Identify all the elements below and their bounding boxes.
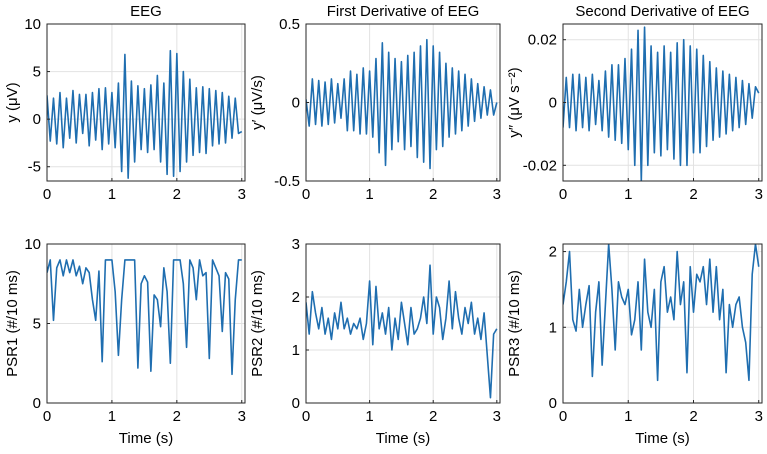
y-tick-label: 10 xyxy=(24,236,41,253)
panel-4: 0 1 2 3 0 5 10 Time (s) PSR1 (#/10 ms) xyxy=(4,236,246,447)
x-tick-label: 2 xyxy=(429,408,437,425)
y-tick-label: 0 xyxy=(33,111,41,128)
y-tick-label: -0.02 xyxy=(523,157,557,174)
axes-box xyxy=(305,243,501,404)
x-axis-label: Time (s) xyxy=(119,430,173,447)
x-tick-label: 3 xyxy=(493,408,501,425)
y-tick-label: 5 xyxy=(33,316,41,333)
y-tick-label: 10 xyxy=(24,16,41,33)
x-tick-label: 2 xyxy=(173,186,181,203)
x-tick-label: 1 xyxy=(365,408,373,425)
y-tick-label: 0.5 xyxy=(279,16,300,33)
chart-title: First Derivative of EEG xyxy=(327,3,480,20)
y-tick-label: 2 xyxy=(292,289,300,306)
x-tick-label: 2 xyxy=(429,186,437,203)
x-tick-label: 2 xyxy=(173,408,181,425)
series-line xyxy=(47,259,242,376)
y-axis-label: y′ (μV/s) xyxy=(249,75,266,130)
y-tick-label: 0 xyxy=(33,395,41,412)
x-tick-label: 2 xyxy=(689,408,697,425)
x-tick-label: 1 xyxy=(108,408,116,425)
x-tick-label: 1 xyxy=(624,408,632,425)
y-tick-label: 3 xyxy=(292,236,300,253)
y-axis-label: y″ (μV s⁻²) xyxy=(506,67,523,137)
x-tick-label: 3 xyxy=(755,408,763,425)
x-tick-label: 3 xyxy=(238,186,246,203)
x-tick-label: 1 xyxy=(365,186,373,203)
y-tick-label: 1 xyxy=(549,319,557,336)
y-tick-label: 0 xyxy=(292,95,300,112)
x-tick-label: 3 xyxy=(238,408,246,425)
x-tick-label: 0 xyxy=(43,186,51,203)
x-tick-label: 0 xyxy=(43,408,51,425)
panel-5: 0 1 2 3 0 1 2 3 Time (s) PSR2 (#/10 ms) xyxy=(249,236,501,447)
x-tick-label: 0 xyxy=(302,186,310,203)
y-axis-label: PSR2 (#/10 ms) xyxy=(249,270,266,377)
chart-title: EEG xyxy=(130,3,162,20)
series-line xyxy=(47,49,243,179)
chart-title: Second Derivative of EEG xyxy=(575,3,749,20)
y-axis-label: y (μV) xyxy=(4,82,21,122)
x-tick-label: 0 xyxy=(302,408,310,425)
y-tick-label: -5 xyxy=(28,159,41,176)
x-axis-label: Time (s) xyxy=(635,430,689,447)
x-tick-label: 2 xyxy=(689,186,697,203)
y-tick-label: 0 xyxy=(549,395,557,412)
series-line xyxy=(306,38,498,170)
x-axis-label: Time (s) xyxy=(376,430,430,447)
x-tick-label: 3 xyxy=(755,186,763,203)
y-tick-label: -0.5 xyxy=(274,173,300,190)
series-line xyxy=(306,264,498,399)
series-line xyxy=(563,244,760,382)
y-tick-label: 0 xyxy=(292,395,300,412)
y-axis-label: PSR3 (#/10 ms) xyxy=(506,270,523,377)
y-tick-label: 0.02 xyxy=(528,32,557,49)
x-tick-label: 1 xyxy=(108,186,116,203)
y-tick-label: 2 xyxy=(549,244,557,261)
y-axis-label: PSR1 (#/10 ms) xyxy=(4,270,21,377)
y-tick-label: 5 xyxy=(33,64,41,81)
axes-box xyxy=(46,23,246,182)
x-tick-label: 0 xyxy=(559,408,567,425)
y-tick-label: 1 xyxy=(292,342,300,359)
axes-box xyxy=(562,243,763,404)
y-tick-label: 0 xyxy=(549,95,557,112)
x-tick-label: 0 xyxy=(559,186,567,203)
series-line xyxy=(563,26,760,181)
x-tick-label: 3 xyxy=(493,186,501,203)
x-tick-label: 1 xyxy=(624,186,632,203)
